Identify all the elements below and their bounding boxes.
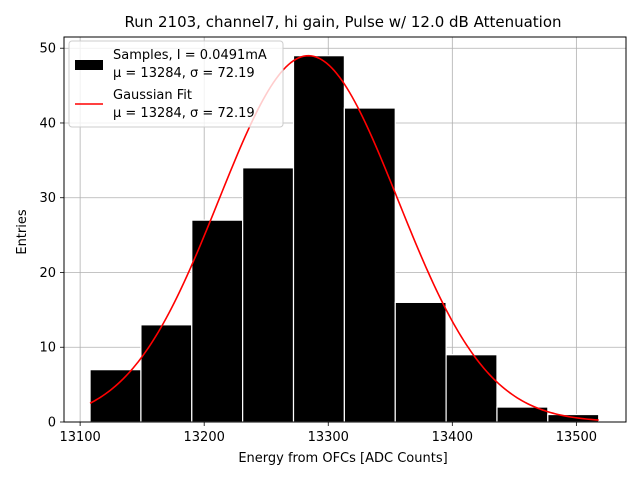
x-axis-ticks: 13100 13200 13300 13400 13500: [59, 422, 597, 445]
x-axis-label: Energy from OFCs [ADC Counts]: [238, 451, 447, 466]
legend-label-fit-stats: μ = 13284, σ = 72.19: [113, 106, 255, 121]
legend-label-samples-stats: μ = 13284, σ = 72.19: [113, 66, 255, 81]
y-axis-label: Entries: [15, 209, 30, 255]
histogram-bar: [547, 413, 600, 423]
legend-frame: [68, 40, 284, 128]
histogram-bar: [140, 324, 193, 423]
x-tick-label: 13100: [59, 430, 100, 445]
legend: Samples, I = 0.0491mA μ = 13284, σ = 72.…: [68, 40, 284, 128]
y-axis-ticks: 0 10 20 30 40 50: [39, 42, 64, 431]
x-tick-label: 13200: [184, 430, 225, 445]
histogram-bar: [242, 167, 295, 423]
x-tick-label: 13500: [556, 430, 597, 445]
plot-frame: [63, 36, 627, 423]
gaussian-fit-line: [89, 54, 599, 421]
legend-label-fit: Gaussian Fit: [113, 88, 192, 103]
x-tick-label: 13300: [308, 430, 349, 445]
histogram-bar: [343, 107, 396, 423]
x-tick-label: 13400: [432, 430, 473, 445]
histogram-bar: [292, 55, 345, 423]
histogram-bar: [394, 301, 447, 423]
histogram-bar: [191, 219, 244, 423]
y-tick-label: 10: [39, 341, 56, 356]
legend-swatch-samples: [75, 60, 103, 70]
y-tick-label: 0: [48, 416, 56, 431]
y-tick-label: 50: [39, 42, 56, 57]
y-tick-label: 40: [39, 116, 56, 131]
legend-label-samples: Samples, I = 0.0491mA: [113, 48, 267, 63]
histogram-bars: [89, 55, 600, 423]
y-tick-label: 30: [39, 191, 56, 206]
chart-title: Run 2103, channel7, hi gain, Pulse w/ 12…: [124, 13, 561, 31]
y-tick-label: 20: [39, 266, 56, 281]
histogram-bar: [89, 369, 142, 423]
histogram-bar: [445, 354, 498, 423]
